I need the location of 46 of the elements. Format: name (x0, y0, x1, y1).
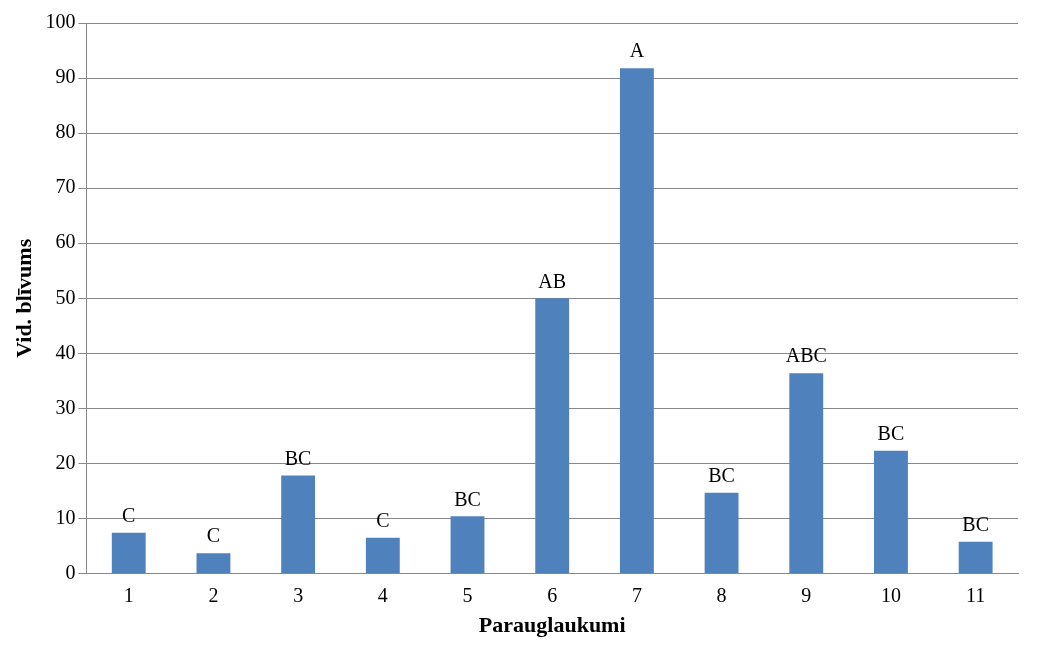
bar (535, 298, 570, 574)
y-tick-label: 80 (55, 120, 76, 143)
annotation: C (206, 524, 221, 547)
bar (619, 68, 654, 574)
bar (958, 541, 993, 574)
x-tick-label: 3 (293, 583, 304, 606)
bar (789, 373, 824, 574)
y-tick-label: 90 (55, 65, 76, 88)
bar (281, 475, 316, 574)
annotation: BC (708, 463, 735, 486)
x-tick-label: 7 (631, 583, 642, 606)
y-tick-label: 20 (55, 450, 76, 473)
annotation: BC (962, 512, 989, 535)
x-tick-label: 5 (462, 583, 473, 606)
y-tick-label: 0 (65, 560, 76, 583)
x-tick-label: 9 (801, 583, 812, 606)
y-tick-label: 40 (55, 340, 76, 363)
y-tick-label: 10 (55, 505, 76, 528)
y-axis-title: Vid. blīvums (10, 238, 36, 358)
x-tick-label: 2 (208, 583, 219, 606)
bar (196, 553, 231, 574)
annotation: BC (877, 422, 905, 445)
bar (111, 532, 146, 574)
x-tick-label: 8 (716, 583, 727, 606)
annotation: A (629, 39, 645, 62)
annotation: ABC (785, 344, 827, 367)
y-tick-label: 100 (45, 10, 76, 33)
annotation: BC (284, 446, 312, 469)
x-axis-title: Parauglaukumi (478, 612, 626, 638)
x-tick-label: 6 (547, 583, 558, 606)
bar (704, 492, 739, 574)
annotation: C (122, 504, 136, 527)
x-tick-label: 4 (377, 583, 388, 606)
y-tick-label: 50 (55, 285, 76, 308)
y-tick-label: 70 (55, 175, 76, 198)
annotation: BC (454, 487, 481, 510)
bar (450, 516, 485, 574)
bar (874, 450, 908, 574)
bar (365, 537, 400, 574)
annotation: C (376, 509, 390, 532)
x-tick-label: 10 (880, 583, 901, 606)
x-tick-label: 11 (966, 583, 986, 606)
y-tick-label: 30 (55, 395, 76, 418)
y-tick-label: 60 (55, 230, 76, 253)
x-tick-label: 1 (123, 583, 134, 606)
annotation: AB (538, 269, 567, 292)
